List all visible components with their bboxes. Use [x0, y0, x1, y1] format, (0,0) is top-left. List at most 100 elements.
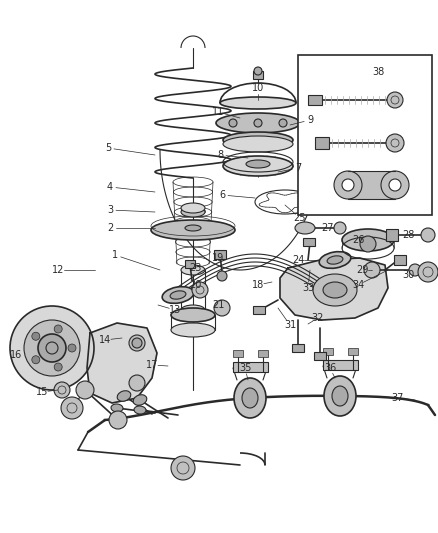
- Circle shape: [254, 119, 262, 127]
- Text: 23: 23: [189, 263, 201, 273]
- Text: 38: 38: [372, 67, 384, 77]
- Text: 5: 5: [105, 143, 111, 153]
- Circle shape: [54, 325, 62, 333]
- Text: 32: 32: [312, 313, 324, 323]
- Ellipse shape: [134, 406, 146, 414]
- Ellipse shape: [323, 282, 347, 298]
- Circle shape: [32, 332, 40, 340]
- Text: 18: 18: [252, 280, 264, 290]
- Text: 4: 4: [107, 182, 113, 192]
- Circle shape: [421, 228, 435, 242]
- Text: 29: 29: [356, 265, 368, 275]
- Bar: [308, 95, 322, 105]
- Polygon shape: [280, 258, 388, 320]
- Bar: [303, 238, 315, 246]
- Circle shape: [10, 306, 94, 390]
- Ellipse shape: [332, 386, 348, 406]
- Ellipse shape: [313, 274, 357, 306]
- Circle shape: [217, 271, 227, 281]
- Ellipse shape: [223, 136, 293, 152]
- Circle shape: [364, 262, 380, 278]
- Ellipse shape: [342, 229, 394, 251]
- Circle shape: [214, 300, 230, 316]
- Circle shape: [418, 262, 438, 282]
- Bar: [394, 255, 406, 265]
- Text: 9: 9: [307, 115, 313, 125]
- Text: 20: 20: [189, 280, 201, 290]
- Circle shape: [387, 92, 403, 108]
- Text: 1: 1: [112, 250, 118, 260]
- Circle shape: [129, 375, 145, 391]
- Text: 37: 37: [392, 393, 404, 403]
- Polygon shape: [87, 323, 157, 403]
- Text: 19: 19: [212, 253, 224, 263]
- Bar: [233, 362, 268, 372]
- Circle shape: [254, 67, 262, 75]
- Bar: [348, 348, 358, 355]
- Circle shape: [129, 335, 145, 351]
- Text: 11: 11: [212, 107, 224, 117]
- Ellipse shape: [295, 222, 315, 234]
- Circle shape: [342, 179, 354, 191]
- Circle shape: [409, 264, 421, 276]
- Text: 33: 33: [302, 283, 314, 293]
- Ellipse shape: [170, 291, 186, 299]
- Circle shape: [279, 119, 287, 127]
- Circle shape: [229, 119, 237, 127]
- Text: 36: 36: [324, 363, 336, 373]
- Ellipse shape: [220, 97, 296, 109]
- Bar: [386, 229, 398, 241]
- Circle shape: [192, 282, 208, 298]
- Ellipse shape: [162, 287, 194, 303]
- Circle shape: [386, 134, 404, 152]
- Bar: [214, 250, 226, 259]
- Ellipse shape: [171, 323, 215, 337]
- Bar: [314, 352, 326, 360]
- Circle shape: [171, 456, 195, 480]
- Bar: [323, 360, 358, 370]
- Circle shape: [24, 320, 80, 376]
- Circle shape: [61, 397, 83, 419]
- Text: 24: 24: [292, 255, 304, 265]
- Ellipse shape: [111, 404, 123, 412]
- Text: 16: 16: [10, 350, 22, 360]
- Text: 13: 13: [169, 305, 181, 315]
- Text: 34: 34: [352, 280, 364, 290]
- Text: 10: 10: [252, 83, 264, 93]
- Text: 31: 31: [284, 320, 296, 330]
- Ellipse shape: [223, 132, 293, 148]
- Bar: [323, 348, 333, 355]
- Text: 2: 2: [107, 223, 113, 233]
- Bar: [348, 171, 395, 199]
- Bar: [315, 137, 329, 149]
- Text: 28: 28: [402, 230, 414, 240]
- Ellipse shape: [324, 376, 356, 416]
- Ellipse shape: [181, 207, 205, 217]
- Text: 6: 6: [219, 190, 225, 200]
- Circle shape: [68, 344, 76, 352]
- Text: 14: 14: [99, 335, 111, 345]
- Text: 27: 27: [322, 223, 334, 233]
- Ellipse shape: [327, 256, 343, 264]
- Ellipse shape: [234, 378, 266, 418]
- Text: 26: 26: [352, 235, 364, 245]
- Text: 7: 7: [295, 163, 301, 173]
- Text: 21: 21: [212, 300, 224, 310]
- Ellipse shape: [223, 156, 293, 176]
- Circle shape: [46, 342, 58, 354]
- Circle shape: [38, 334, 66, 362]
- Ellipse shape: [216, 113, 300, 133]
- Bar: [258, 350, 268, 357]
- Bar: [185, 260, 195, 268]
- Bar: [233, 350, 243, 357]
- Bar: [292, 344, 304, 352]
- Circle shape: [109, 411, 127, 429]
- Text: 30: 30: [402, 270, 414, 280]
- Bar: [298, 55, 432, 215]
- Circle shape: [381, 171, 409, 199]
- Bar: [253, 306, 265, 314]
- Ellipse shape: [133, 395, 147, 405]
- Circle shape: [54, 363, 62, 371]
- Circle shape: [132, 338, 142, 348]
- Ellipse shape: [246, 160, 270, 168]
